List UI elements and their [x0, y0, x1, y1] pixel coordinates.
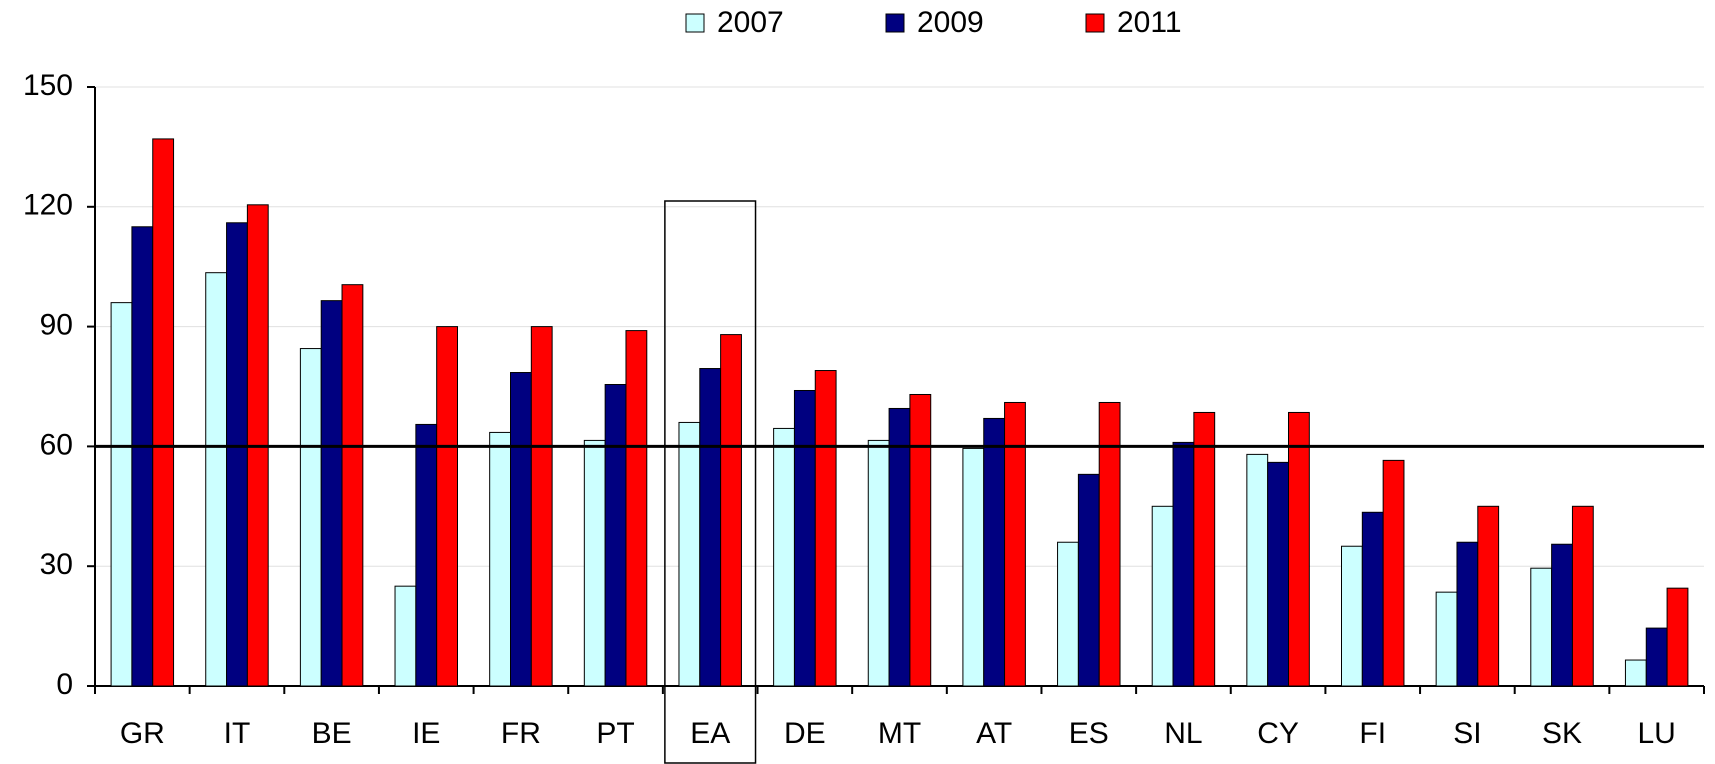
bar: [489, 431, 512, 687]
bar: [983, 417, 1006, 687]
bar: [888, 407, 911, 687]
x-tick-label: AT: [976, 717, 1012, 750]
x-tick-label: BE: [312, 717, 352, 750]
bar: [152, 138, 175, 687]
bar: [1477, 505, 1500, 687]
bar: [205, 272, 228, 687]
y-tick-label: 90: [40, 309, 73, 342]
x-tick-label: PT: [596, 717, 634, 750]
bar: [1151, 505, 1174, 687]
bar: [604, 384, 627, 687]
highlight-box: [664, 200, 757, 764]
x-tick-label: EA: [690, 717, 730, 750]
bar: [773, 427, 795, 687]
x-tick-label: SK: [1542, 717, 1582, 750]
bar: [341, 284, 364, 687]
bar: [320, 300, 343, 687]
legend-swatch: [885, 13, 905, 33]
bar: [1382, 459, 1405, 687]
bar: [1361, 511, 1384, 687]
bar: [1057, 541, 1079, 687]
bar: [510, 372, 532, 687]
bar: [720, 334, 742, 687]
bar: [1341, 545, 1363, 687]
x-tick-label: IT: [224, 717, 251, 750]
x-tick-label: CY: [1257, 717, 1299, 750]
bar: [583, 439, 606, 687]
bar: [1098, 401, 1121, 687]
bar: [1551, 543, 1573, 687]
x-tick-label: GR: [120, 717, 165, 750]
x-tick-label: ES: [1069, 717, 1109, 750]
x-tick-label: LU: [1637, 717, 1675, 750]
bar: [1246, 453, 1269, 687]
bar: [1077, 473, 1100, 687]
bar: [415, 423, 438, 687]
bar: [530, 326, 553, 687]
x-tick-label: DE: [784, 717, 826, 750]
bar: [625, 330, 648, 687]
bar: [814, 370, 837, 687]
bar: [226, 222, 248, 687]
x-tick-label: SI: [1453, 717, 1481, 750]
legend-label: 2007: [717, 6, 784, 39]
bar: [131, 226, 154, 687]
bar: [1530, 567, 1553, 687]
bar: [867, 439, 890, 687]
x-tick-label: FR: [501, 717, 541, 750]
legend-swatch: [685, 13, 705, 33]
x-tick-label: IE: [412, 717, 440, 750]
bar: [299, 348, 322, 687]
bar: [1624, 659, 1647, 687]
y-tick-label: 150: [23, 69, 73, 102]
y-tick-label: 30: [40, 548, 73, 581]
legend-label: 2009: [917, 6, 984, 39]
legend-swatch: [1085, 13, 1105, 33]
bar: [1267, 461, 1289, 687]
bar: [394, 585, 417, 687]
y-tick-label: 60: [40, 428, 73, 461]
bar: [793, 389, 816, 687]
y-tick-label: 0: [56, 668, 73, 701]
bar: [110, 302, 133, 687]
bar: [1645, 627, 1668, 687]
bar: [909, 393, 932, 687]
bar: [1666, 587, 1689, 687]
x-tick-label: MT: [878, 717, 921, 750]
bar: [699, 368, 722, 687]
bar: [1172, 441, 1195, 687]
legend-label: 2011: [1117, 6, 1182, 39]
x-tick-label: NL: [1164, 717, 1202, 750]
y-tick-label: 120: [23, 189, 73, 222]
bar: [1456, 541, 1479, 687]
bar: [436, 326, 458, 687]
bar: [1193, 411, 1216, 687]
bar: [1287, 411, 1310, 687]
bar: [1435, 591, 1458, 687]
bar: [1004, 401, 1026, 687]
x-tick-label: FI: [1359, 717, 1386, 750]
bar: [962, 447, 985, 687]
bar: [678, 421, 701, 687]
bar: [1571, 505, 1594, 687]
